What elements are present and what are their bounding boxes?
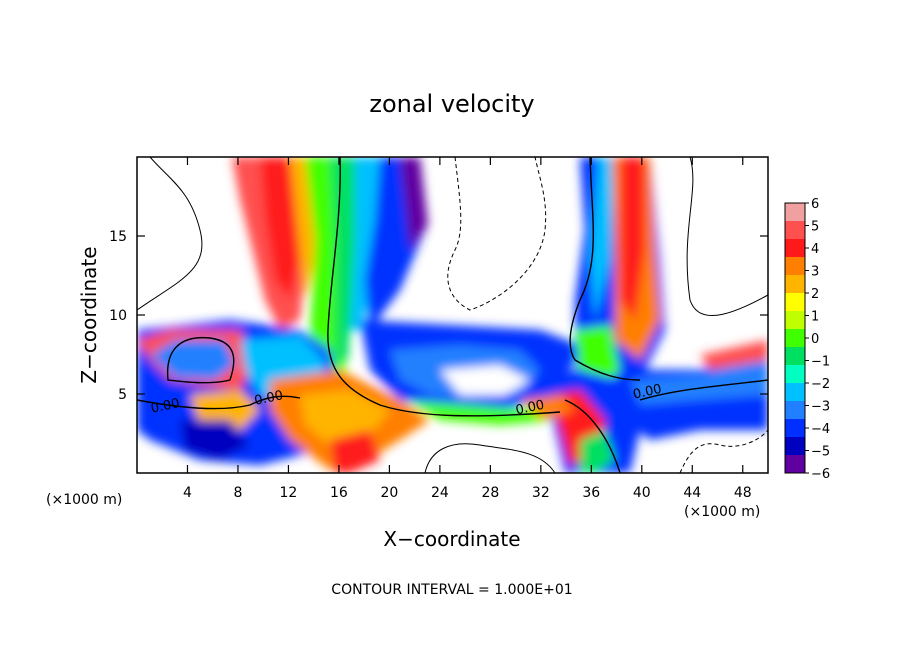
y-tick-label: 15 (109, 229, 127, 245)
x-axis-label: X−coordinate (383, 527, 520, 551)
contour-label: 0.00 (150, 396, 181, 417)
colorbar-swatch (785, 347, 805, 366)
x-unit-right: (×1000 m) (684, 504, 760, 520)
x-tick-label: 48 (734, 485, 752, 501)
colorbar-tick-label: −6 (811, 467, 830, 482)
colorbar-swatch (785, 257, 805, 276)
x-tick-label: 24 (431, 485, 449, 501)
contour-interval-note: CONTOUR INTERVAL = 1.000E+01 (331, 582, 572, 598)
contour-labels: 0.00 0.00 0.00 0.00 (150, 382, 664, 418)
y-axis: 5 10 15 (109, 229, 768, 403)
colorbar-swatch (785, 329, 805, 348)
colorbar-tick-label: 5 (811, 220, 819, 235)
contour-label: 0.00 (514, 398, 545, 419)
colorbar-swatch (785, 365, 805, 384)
x-tick-label: 32 (532, 485, 550, 501)
colorbar-swatch (785, 455, 805, 474)
colorbar-tick-label: 6 (811, 197, 819, 212)
colorbar-tick-label: −5 (811, 445, 830, 460)
y-tick-label: 10 (109, 308, 127, 324)
chart-title: zonal velocity (369, 90, 534, 118)
colorbar-tick-label: −2 (811, 377, 830, 392)
colorbar-tick-label: 0 (811, 332, 819, 347)
x-tick-label: 20 (380, 485, 398, 501)
colorbar-swatch (785, 419, 805, 438)
x-tick-label: 12 (280, 485, 298, 501)
colorbar-tick-label: 1 (811, 310, 819, 325)
x-tick-label: 44 (683, 485, 701, 501)
x-tick-label: 4 (183, 485, 192, 501)
colorbar-tick-label: 4 (811, 242, 819, 257)
colorbar-swatch (785, 311, 805, 330)
colorbar-swatch (785, 383, 805, 402)
y-tick-label: 5 (118, 387, 127, 403)
colorbar-swatch (785, 239, 805, 258)
contour-lines (137, 157, 768, 473)
colorbar-swatch (785, 293, 805, 312)
colorbar-swatch (785, 203, 805, 222)
colorbar-swatch (785, 221, 805, 240)
x-axis: 4 8 12 16 20 24 28 32 36 40 44 48 (183, 157, 752, 501)
colorbar-tick-label: 3 (811, 265, 819, 280)
colorbar-tick-label: −1 (811, 355, 830, 370)
colorbar-tick-label: −3 (811, 400, 830, 415)
heatmap-field (137, 157, 768, 473)
x-tick-label: 36 (582, 485, 600, 501)
x-unit-left: (×1000 m) (46, 492, 122, 508)
contour-label: 0.00 (632, 382, 663, 403)
colorbar: 6 5 4 3 2 1 0 −1 −2 −3 −4 −5 −6 (784, 197, 830, 482)
contour-label: 0.00 (253, 388, 284, 409)
colorbar-swatch (785, 437, 805, 456)
x-tick-label: 16 (330, 485, 348, 501)
x-tick-label: 28 (481, 485, 499, 501)
colorbar-tick-label: −4 (811, 422, 830, 437)
colorbar-swatch (785, 275, 805, 294)
x-tick-label: 40 (633, 485, 651, 501)
colorbar-swatch (785, 401, 805, 420)
colorbar-tick-label: 2 (811, 287, 819, 302)
y-axis-label: Z−coordinate (77, 246, 101, 383)
x-tick-label: 8 (233, 485, 242, 501)
